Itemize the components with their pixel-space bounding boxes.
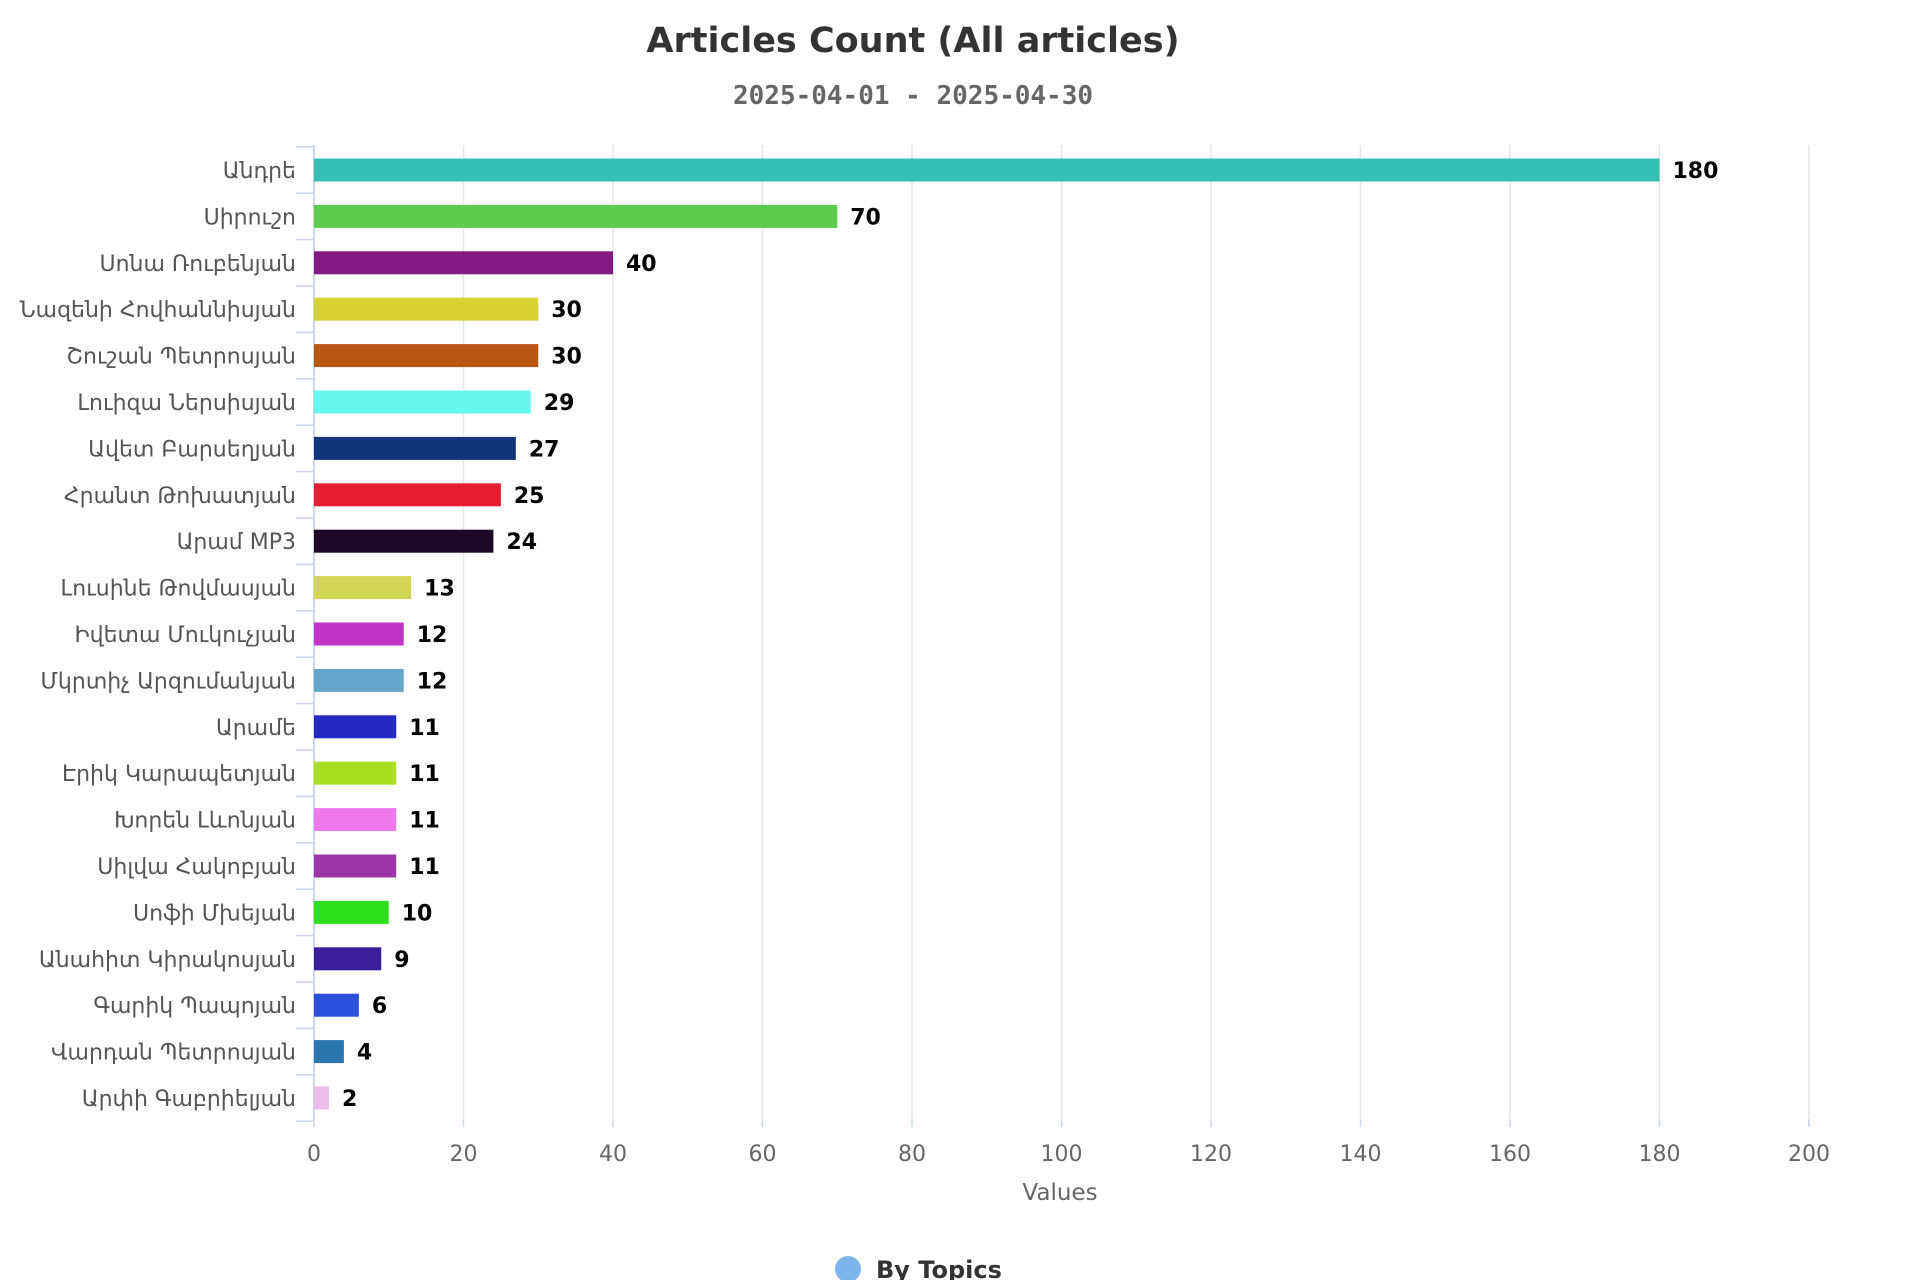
bar-3[interactable]	[314, 297, 539, 321]
data-label-3: 30	[551, 298, 582, 323]
data-label-15: 11	[409, 855, 440, 880]
category-label-5: Լուիզա Ներսիսյան	[77, 391, 296, 416]
bar-19[interactable]	[314, 1040, 344, 1064]
legend-label[interactable]: By Topics	[876, 1256, 1002, 1280]
category-label-16: Սոֆի Մխեյան	[133, 901, 296, 926]
data-label-2: 40	[626, 252, 657, 277]
data-label-10: 12	[417, 623, 448, 648]
bar-0[interactable]	[314, 158, 1660, 182]
bar-4[interactable]	[314, 344, 539, 368]
category-label-12: Արամե	[216, 716, 296, 741]
axes	[296, 145, 315, 1122]
category-label-17: Անահիտ Կիրակոսյան	[39, 948, 296, 973]
x-tick-label-10: 200	[1788, 1142, 1830, 1167]
x-tick-label-5: 100	[1041, 1142, 1083, 1167]
data-label-18: 6	[372, 994, 387, 1019]
data-label-4: 30	[551, 345, 582, 370]
bar-2[interactable]	[314, 251, 613, 275]
x-tick-label-7: 140	[1340, 1142, 1382, 1167]
category-label-3: Նազենի Հովհաննիսյան	[20, 298, 296, 323]
bar-7[interactable]	[314, 483, 501, 507]
bar-11[interactable]	[314, 668, 404, 692]
data-label-1: 70	[850, 205, 881, 230]
category-label-1: Սիրուշո	[204, 205, 296, 230]
category-label-9: Լուսինե Թովմասյան	[61, 577, 296, 602]
x-tick-label-2: 40	[599, 1142, 627, 1167]
category-label-8: Արամ MP3	[177, 530, 296, 555]
bar-9[interactable]	[314, 576, 412, 600]
category-label-15: Սիլվա Հակոբյան	[97, 855, 296, 880]
category-label-0: Անդրե	[223, 159, 296, 184]
bar-8[interactable]	[314, 529, 494, 553]
data-label-9: 13	[424, 577, 455, 602]
data-label-0: 180	[1673, 159, 1719, 184]
x-tick-label-8: 160	[1489, 1142, 1531, 1167]
category-label-14: Խորեն Լևոնյան	[114, 809, 296, 834]
data-label-11: 12	[417, 669, 448, 694]
bar-17[interactable]	[314, 947, 382, 971]
x-tick-label-6: 120	[1190, 1142, 1232, 1167]
x-tick-label-9: 180	[1639, 1142, 1681, 1167]
bars	[314, 158, 1660, 1110]
category-label-10: Իվետա Մուկուչյան	[74, 623, 296, 648]
bar-5[interactable]	[314, 390, 531, 414]
data-label-5: 29	[544, 391, 575, 416]
data-label-20: 2	[342, 1087, 357, 1112]
category-label-2: Սոնա Ռուբենյան	[99, 252, 296, 277]
x-tick-labels: 0 20 40 60 80 100 120 140 160 180 200	[307, 1119, 1830, 1167]
bar-6[interactable]	[314, 436, 516, 460]
chart-title: Articles Count (All articles)	[646, 21, 1179, 61]
legend-marker-icon[interactable]	[835, 1256, 861, 1280]
legend[interactable]: By Topics	[835, 1256, 1002, 1280]
category-label-11: Մկրտիչ Արզումանյան	[41, 669, 296, 694]
x-tick-label-4: 80	[898, 1142, 926, 1167]
data-label-8: 24	[506, 530, 537, 555]
bar-20[interactable]	[314, 1086, 329, 1110]
category-label-13: Էրիկ Կարապետյան	[62, 762, 296, 787]
category-label-4: Շուշան Պետրոսյան	[66, 345, 296, 370]
x-tick-label-3: 60	[749, 1142, 777, 1167]
bar-10[interactable]	[314, 622, 404, 646]
x-tick-label-1: 20	[450, 1142, 478, 1167]
data-label-17: 9	[394, 948, 409, 973]
category-labels: Անդրե Սիրուշո Սոնա Ռուբենյան Նազենի Հովհանն…	[20, 159, 296, 1112]
data-label-16: 10	[402, 901, 433, 926]
bar-12[interactable]	[314, 715, 397, 739]
chart-subtitle: 2025-04-01 - 2025-04-30	[733, 81, 1093, 111]
category-label-6: Ավետ Բարսեղյան	[88, 437, 296, 462]
data-label-6: 27	[529, 437, 560, 462]
data-label-19: 4	[357, 1041, 372, 1066]
bar-14[interactable]	[314, 808, 397, 832]
bar-18[interactable]	[314, 993, 359, 1017]
data-label-13: 11	[409, 762, 440, 787]
category-label-19: Վարդան Պետրոսյան	[51, 1041, 296, 1066]
data-label-14: 11	[409, 809, 440, 834]
category-label-20: Արփի Գաբրիելյան	[82, 1087, 296, 1112]
category-label-7: Հրանտ Թոխատյան	[64, 484, 296, 509]
x-axis-title: Values	[1022, 1180, 1097, 1206]
bar-13[interactable]	[314, 761, 397, 785]
bar-15[interactable]	[314, 854, 397, 878]
category-label-18: Գարիկ Պապոյան	[93, 994, 296, 1019]
bar-16[interactable]	[314, 900, 389, 924]
data-label-12: 11	[409, 716, 440, 741]
grid-lines	[462, 145, 1810, 1119]
bar-1[interactable]	[314, 204, 838, 228]
data-label-7: 25	[514, 484, 545, 509]
x-tick-label-0: 0	[307, 1142, 321, 1167]
